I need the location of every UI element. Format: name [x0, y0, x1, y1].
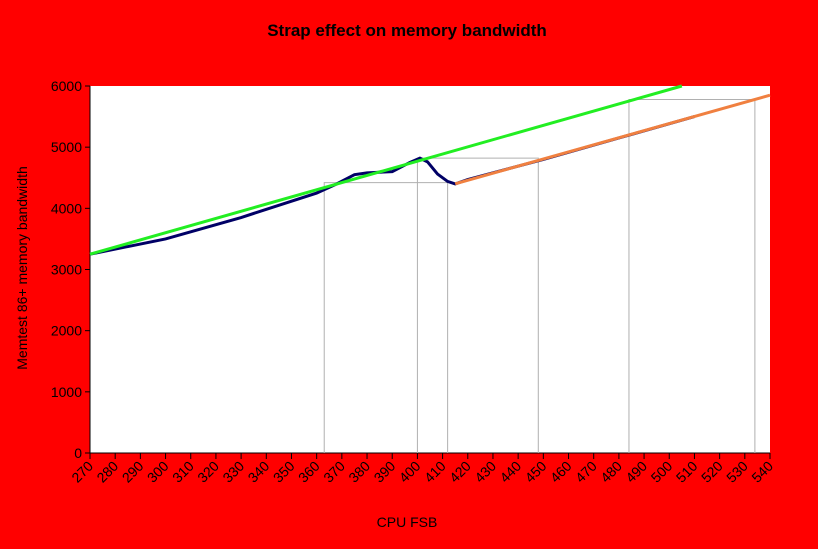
x-tick-label: 430 [471, 458, 499, 486]
x-tick-label: 360 [295, 458, 323, 486]
x-tick-label: 380 [345, 458, 373, 486]
y-tick-label: 5000 [51, 139, 82, 155]
y-tick-label: 1000 [51, 384, 82, 400]
x-tick-label: 420 [446, 458, 474, 486]
x-tick-label: 370 [320, 458, 348, 486]
x-tick-label: 290 [119, 458, 147, 486]
y-tick-label: 3000 [51, 262, 82, 278]
x-tick-label: 530 [723, 458, 751, 486]
x-tick-label: 340 [245, 458, 273, 486]
x-tick-label: 540 [748, 458, 776, 486]
x-tick-label: 410 [421, 458, 449, 486]
x-tick-label: 300 [144, 458, 172, 486]
y-tick-label: 2000 [51, 323, 82, 339]
plot-area [90, 86, 770, 453]
x-tick-label: 520 [698, 458, 726, 486]
series-line [89, 84, 683, 256]
y-tick-label: 4000 [51, 200, 82, 216]
y-tick-label: 0 [74, 445, 82, 461]
x-tick-label: 500 [648, 458, 676, 486]
series-line [454, 93, 771, 186]
x-tick-label: 400 [396, 458, 424, 486]
x-tick-label: 310 [169, 458, 197, 486]
guide-line [323, 182, 449, 453]
x-tick-label: 490 [622, 458, 650, 486]
x-axis-title: CPU FSB [377, 514, 438, 530]
x-tick-label: 440 [496, 458, 524, 486]
x-tick-label: 460 [547, 458, 575, 486]
x-tick-label: 510 [673, 458, 701, 486]
x-tick-label: 480 [597, 458, 625, 486]
guide-line [628, 98, 756, 453]
x-tick-label: 280 [93, 458, 121, 486]
chart-title: Strap effect on memory bandwidth [267, 21, 547, 40]
x-tick-label: 270 [68, 458, 96, 486]
guide-line [416, 157, 539, 453]
x-tick-label: 350 [270, 458, 298, 486]
x-tick-label: 450 [522, 458, 550, 486]
y-tick-label: 6000 [51, 78, 82, 94]
y-axis-title: Memtest 86+ memory bandwidth [14, 166, 30, 369]
x-tick-label: 330 [219, 458, 247, 486]
x-tick-label: 470 [572, 458, 600, 486]
x-tick-label: 390 [371, 458, 399, 486]
x-tick-label: 320 [194, 458, 222, 486]
